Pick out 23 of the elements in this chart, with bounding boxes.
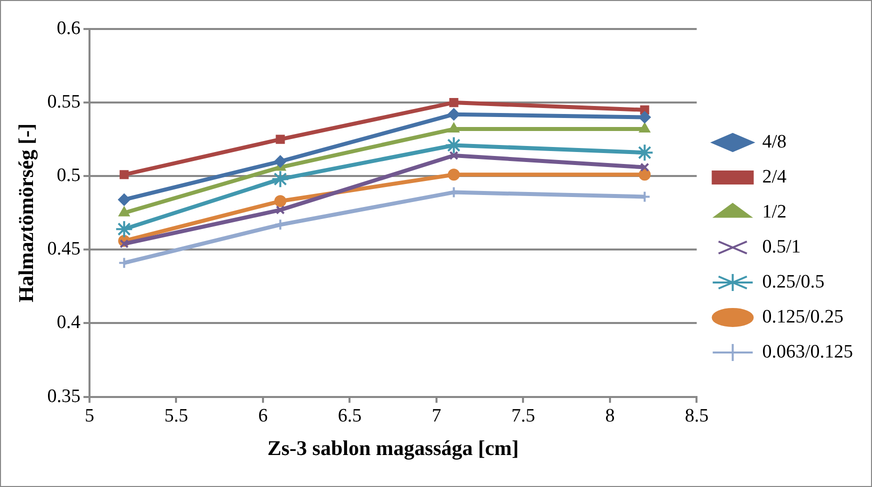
y-tick-label: 0.55 [47, 92, 80, 113]
legend-label: 0.5/1 [762, 236, 801, 258]
legend-label: 0.063/0.125 [762, 341, 853, 362]
y-axis-title: Halmaztömörség [-] [14, 123, 38, 302]
x-tick-label: 6 [258, 405, 268, 426]
y-tick-label: 0.35 [47, 386, 80, 407]
x-tick-label: 7.5 [511, 405, 536, 426]
y-tick-label: 0.45 [47, 238, 80, 260]
y-tick-label: 0.4 [56, 312, 81, 334]
y-tick-label: 0.5 [56, 165, 80, 186]
x-tick-label: 8 [605, 405, 615, 426]
x-tick-label: 6.5 [338, 405, 362, 426]
x-tick-label: 8.5 [684, 405, 709, 426]
legend-label: 1/2 [762, 201, 786, 222]
x-tick-label: 5.5 [164, 405, 188, 426]
y-tick-label: 0.6 [56, 18, 80, 39]
legend-label: 2/4 [762, 166, 787, 188]
legend-label: 0.25/0.5 [762, 271, 824, 292]
legend-label: 4/8 [762, 131, 786, 152]
x-tick-label: 5 [84, 405, 94, 426]
legend-label: 0.125/0.25 [762, 306, 844, 328]
x-tick-label: 7 [432, 405, 442, 426]
x-axis-title: Zs-3 sablon magassága [cm] [267, 436, 519, 460]
